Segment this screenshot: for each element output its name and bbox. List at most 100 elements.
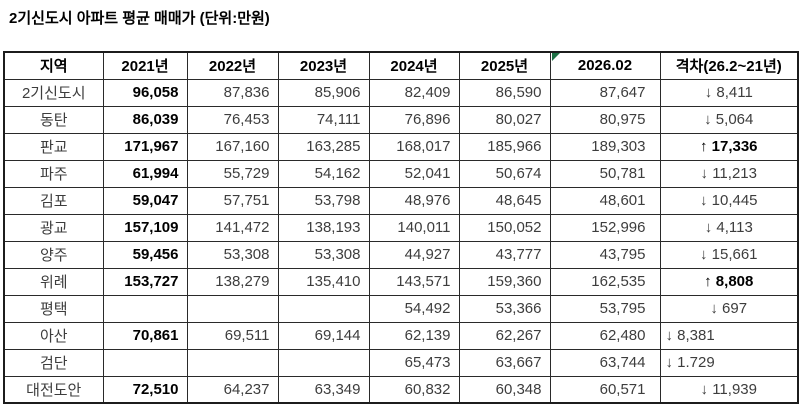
value-cell: 138,193 [277,213,370,242]
value-cell: 162,535 [549,267,661,296]
value-cell: 53,798 [277,186,370,215]
region-cell: 판교 [3,132,104,161]
value-cell: 85,906 [277,78,370,107]
value-cell: 63,667 [458,348,551,377]
region-cell: 광교 [3,213,104,242]
region-cell: 아산 [3,321,104,350]
table-row: 2기신도시 96,058 87,836 85,906 82,409 86,590 87,64… [3,78,799,107]
value-cell: 44,927 [368,240,460,269]
value-cell: 86,039 [102,105,188,134]
value-cell: 53,366 [458,294,551,323]
table-row: 평택 54,492 53,366 53,795 ↓ 697 [3,294,799,323]
col-header-1: 2021년 [102,51,188,80]
value-cell [277,294,370,323]
table-row: 대전도안 72,510 64,237 63,349 60,832 60,348 60,571… [3,375,799,404]
value-cell: 168,017 [368,132,460,161]
table-row: 검단 65,473 63,667 63,744 ↓ 1.729 [3,348,799,377]
value-cell: 96,058 [102,78,188,107]
value-cell: 53,308 [277,240,370,269]
table-row: 파주 61,994 55,729 54,162 52,041 50,674 50,781 ↓ … [3,159,799,188]
value-cell: 76,453 [186,105,279,134]
value-cell [277,348,370,377]
value-cell: 50,674 [458,159,551,188]
table-row: 위례 153,727 138,279 135,410 143,571 159,360 162… [3,267,799,296]
value-cell: 53,308 [186,240,279,269]
value-cell: 61,994 [102,159,188,188]
value-cell: 189,303 [549,132,661,161]
value-cell: 138,279 [186,267,279,296]
value-cell: 159,360 [458,267,551,296]
value-cell: 62,480 [549,321,661,350]
col-header-2: 2022년 [186,51,279,80]
value-cell: 43,795 [549,240,661,269]
value-cell: 171,967 [102,132,188,161]
value-cell: 80,975 [549,105,661,134]
table-body: 2기신도시 96,058 87,836 85,906 82,409 86,590 87,64… [3,78,799,404]
value-cell: 54,162 [277,159,370,188]
value-cell: 82,409 [368,78,460,107]
value-cell: 48,645 [458,186,551,215]
value-cell: 141,472 [186,213,279,242]
value-cell: 140,011 [368,213,460,242]
value-cell: 59,047 [102,186,188,215]
value-cell: 65,473 [368,348,460,377]
region-cell: 평택 [3,294,104,323]
page-title: 2기신도시 아파트 평균 매매가 (단위:만원) [9,10,270,27]
gap-cell: ↓ 1.729 [659,348,799,377]
region-cell: 2기신도시 [3,78,104,107]
gap-cell: ↓ 15,661 [659,240,799,269]
value-cell: 76,896 [368,105,460,134]
col-header-0: 지역 [3,51,104,80]
value-cell: 167,160 [186,132,279,161]
value-cell [102,348,188,377]
value-cell: 80,027 [458,105,551,134]
gap-cell: ↓ 11,213 [659,159,799,188]
region-cell: 검단 [3,348,104,377]
gap-cell: ↓ 10,445 [659,186,799,215]
value-cell: 50,781 [549,159,661,188]
value-cell: 135,410 [277,267,370,296]
value-cell [186,348,279,377]
table-header: 지역 2021년 2022년 2023년 2024년 2025년 2026.02 격차(26.… [3,51,799,80]
value-cell: 57,751 [186,186,279,215]
price-table: 지역 2021년 2022년 2023년 2024년 2025년 2026.02 격차(26.… [3,51,799,404]
gap-cell: ↓ 11,939 [659,375,799,404]
table-row: 아산 70,861 69,511 69,144 62,139 62,267 62,480 ↓ … [3,321,799,350]
table-row: 김포 59,047 57,751 53,798 48,976 48,645 48,601 ↓ … [3,186,799,215]
value-cell: 62,139 [368,321,460,350]
value-cell: 43,777 [458,240,551,269]
value-cell: 185,966 [458,132,551,161]
value-cell: 153,727 [102,267,188,296]
gap-cell: ↑ 17,336 [659,132,799,161]
region-cell: 위례 [3,267,104,296]
value-cell: 55,729 [186,159,279,188]
value-cell: 70,861 [102,321,188,350]
value-cell: 63,744 [549,348,661,377]
region-cell: 양주 [3,240,104,269]
gap-cell: ↓ 8,411 [659,78,799,107]
value-cell: 59,456 [102,240,188,269]
value-cell: 163,285 [277,132,370,161]
value-cell: 48,976 [368,186,460,215]
value-cell: 86,590 [458,78,551,107]
value-cell: 60,571 [549,375,661,404]
value-cell: 143,571 [368,267,460,296]
gap-cell: ↓ 5,064 [659,105,799,134]
region-cell: 동탄 [3,105,104,134]
value-cell: 74,111 [277,105,370,134]
col-header-7: 격차(26.2~21년) [659,51,799,80]
gap-cell: ↑ 8,808 [659,267,799,296]
value-cell: 87,836 [186,78,279,107]
table-row: 동탄 86,039 76,453 74,111 76,896 80,027 80,975 ↓ … [3,105,799,134]
region-cell: 대전도안 [3,375,104,404]
col-header-3: 2023년 [277,51,370,80]
page: 2기신도시 아파트 평균 매매가 (단위:만원) 지역 2021년 2022년 202… [3,10,799,404]
value-cell: 150,052 [458,213,551,242]
value-cell: 63,349 [277,375,370,404]
value-cell: 87,647 [549,78,661,107]
col-header-5: 2025년 [458,51,551,80]
value-cell: 69,511 [186,321,279,350]
value-cell: 72,510 [102,375,188,404]
value-cell: 64,237 [186,375,279,404]
value-cell: 69,144 [277,321,370,350]
